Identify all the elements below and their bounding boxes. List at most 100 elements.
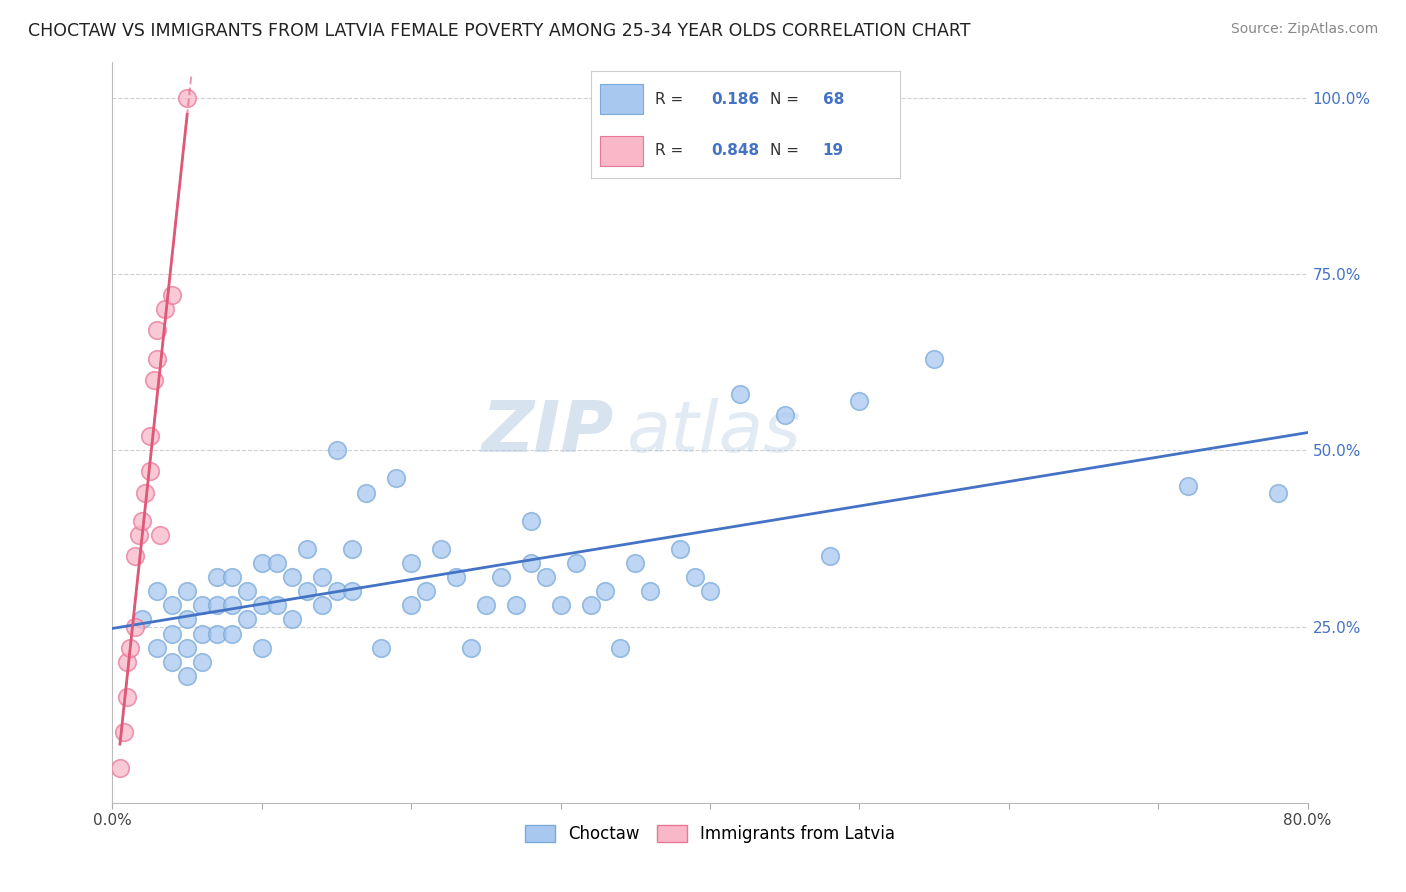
Point [640,584,662,599]
Point [266,599,288,613]
Point [131,514,153,528]
Text: 19: 19 [823,143,844,158]
Text: CHOCTAW VS IMMIGRANTS FROM LATVIA FEMALE POVERTY AMONG 25-34 YEAR OLDS CORRELATI: CHOCTAW VS IMMIGRANTS FROM LATVIA FEMALE… [28,22,970,40]
Point [146,584,169,599]
Point [579,599,602,613]
Point [773,408,796,422]
Point [131,612,153,626]
Point [281,612,304,626]
Point [325,584,347,599]
Point [176,612,198,626]
Point [430,541,453,556]
Point [143,373,166,387]
Point [325,443,347,458]
Text: N =: N = [770,92,804,107]
Point [818,549,841,563]
Point [149,528,172,542]
Point [114,725,135,739]
Point [728,387,751,401]
Point [124,549,146,563]
Point [295,541,318,556]
Point [236,612,259,626]
Point [1267,485,1289,500]
Point [221,626,243,640]
Point [266,556,288,570]
Point [401,556,423,570]
Point [415,584,437,599]
Point [311,599,333,613]
Text: 0.186: 0.186 [711,92,759,107]
Point [191,599,214,613]
Point [205,599,228,613]
Text: atlas: atlas [627,398,801,467]
Point [176,640,198,655]
Point [385,471,408,485]
Point [250,640,273,655]
Point [534,570,557,584]
Text: 68: 68 [823,92,844,107]
Point [191,626,214,640]
Point [162,626,183,640]
Point [153,302,176,317]
Point [340,541,363,556]
Text: 0.848: 0.848 [711,143,759,158]
Point [146,323,169,337]
Point [117,690,139,704]
Point [250,556,273,570]
Point [489,570,512,584]
Point [236,584,259,599]
Point [162,655,183,669]
Point [146,640,169,655]
Point [176,669,198,683]
Point [139,464,162,478]
Point [117,655,139,669]
Point [128,528,150,542]
Point [595,584,617,599]
Point [340,584,363,599]
Point [848,393,870,408]
Point [475,599,498,613]
Point [139,429,162,443]
Point [221,570,243,584]
Point [669,541,692,556]
Point [162,288,183,302]
Point [564,556,586,570]
Point [221,599,243,613]
Point [134,485,156,500]
Point [370,640,392,655]
Point [205,626,228,640]
Text: R =: R = [655,92,689,107]
Point [460,640,482,655]
Legend: Choctaw, Immigrants from Latvia: Choctaw, Immigrants from Latvia [519,819,901,850]
Point [311,570,333,584]
Point [176,91,198,105]
Point [609,640,631,655]
Text: N =: N = [770,143,804,158]
Point [520,556,543,570]
Point [1177,478,1199,492]
Point [295,584,318,599]
Text: ZIP: ZIP [482,398,614,467]
Point [281,570,304,584]
Point [683,570,706,584]
Point [124,619,146,633]
Text: R =: R = [655,143,689,158]
Point [191,655,214,669]
Point [401,599,423,613]
Point [550,599,572,613]
Point [176,584,198,599]
Point [250,599,273,613]
Point [922,351,945,366]
Point [444,570,467,584]
Point [162,599,183,613]
Point [356,485,378,500]
Point [120,640,142,655]
Bar [600,136,643,166]
Point [108,760,131,774]
Point [624,556,647,570]
Point [146,351,169,366]
Point [520,514,543,528]
Text: Source: ZipAtlas.com: Source: ZipAtlas.com [1230,22,1378,37]
Point [505,599,527,613]
Bar [600,84,643,114]
